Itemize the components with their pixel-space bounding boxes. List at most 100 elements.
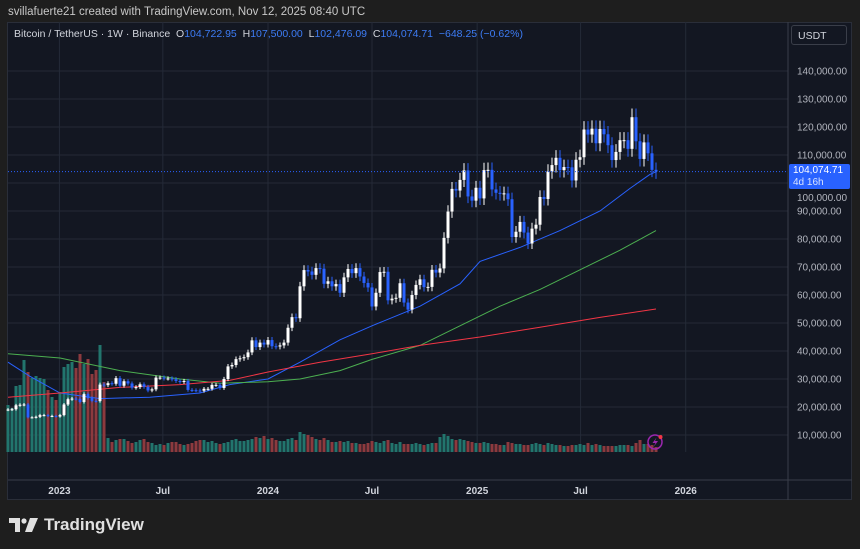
candle-body (258, 342, 262, 348)
symbol-legend[interactable]: Bitcoin / TetherUS · 1W · Binance O104,7… (14, 28, 523, 40)
volume-bar (334, 442, 338, 452)
price-tick-label: 130,000.00 (797, 95, 847, 106)
volume-bar (218, 444, 222, 452)
candle-body (274, 346, 278, 348)
candle-body (522, 221, 526, 233)
candle-body (374, 292, 378, 307)
candle-body (502, 193, 506, 195)
volume-bar (642, 444, 646, 452)
candle-body (426, 286, 430, 288)
volume-bar (166, 443, 170, 452)
volume-bar (366, 443, 370, 452)
price-tick-label: 110,000.00 (797, 151, 847, 162)
volume-bar (178, 444, 182, 452)
volume-bar (446, 436, 450, 452)
candle-body (586, 129, 590, 135)
volume-bar (258, 438, 262, 452)
volume-bar (274, 440, 278, 452)
lightning-alert-icon[interactable] (647, 434, 663, 450)
volume-bar (82, 364, 86, 452)
candle-body (654, 169, 658, 172)
candle-body (182, 380, 186, 382)
candle-body (534, 224, 538, 229)
candle-body (78, 398, 82, 402)
candle-body (142, 384, 146, 387)
volume-bar (210, 441, 214, 452)
volume-bar (14, 386, 18, 452)
price-tick-label: 140,000.00 (797, 67, 847, 78)
candle-body (434, 269, 438, 273)
price-tick-label: 120,000.00 (797, 123, 847, 134)
candle-body (286, 327, 290, 343)
open-value: 104,722.95 (184, 28, 237, 40)
volume-bar (322, 438, 326, 452)
candle-body (422, 279, 426, 288)
candle-body (226, 366, 230, 379)
candle-body (342, 277, 346, 293)
chart-frame[interactable] (7, 22, 852, 500)
volume-bar (282, 441, 286, 452)
candle-body (30, 417, 34, 419)
volume-bar (494, 444, 498, 452)
volume-bar (238, 441, 242, 452)
candle-body (238, 358, 242, 360)
volume-bar (138, 440, 142, 452)
volume-bar (370, 441, 374, 452)
time-tick-label: Jul (573, 486, 588, 497)
candle-body (278, 345, 282, 347)
volume-bar (542, 445, 546, 452)
time-axis[interactable]: 2023 Jul 2024 Jul 2025 Jul 2026 (48, 486, 697, 497)
candle-body (306, 270, 310, 272)
candle-body (246, 352, 250, 358)
volume-bar (646, 444, 650, 452)
volume-bar (134, 442, 138, 452)
volume-bar (518, 444, 522, 452)
volume-bar (50, 397, 54, 452)
candle-body (122, 381, 126, 386)
close-label: C (372, 28, 381, 40)
candle-body (642, 142, 646, 159)
candle-body (22, 404, 26, 406)
volume-bar (606, 446, 610, 452)
volume-bar (426, 444, 430, 452)
volume-bar (94, 370, 98, 452)
candle-body (402, 283, 406, 303)
volume-bar (466, 441, 470, 452)
candle-body (190, 389, 194, 391)
volume-bar (246, 440, 250, 452)
volume-bar (174, 442, 178, 452)
current-price: 104,074.71 (793, 165, 844, 176)
candle-body (594, 128, 598, 144)
volume-bar (578, 444, 582, 452)
candle-body (610, 145, 614, 161)
candle-body (618, 140, 622, 152)
volume-bar (490, 444, 494, 452)
volume-bar (206, 442, 210, 452)
candle-body (494, 189, 498, 193)
candle-body (118, 378, 122, 386)
volume-bar (306, 435, 310, 452)
volume-bar (290, 438, 294, 452)
volume-bar (462, 440, 466, 452)
volume-bar (346, 441, 350, 452)
volume-bar (626, 445, 630, 452)
volume-bar (394, 444, 398, 452)
candle-body (442, 237, 446, 269)
tradingview-logo[interactable]: TradingView (9, 515, 144, 535)
candle-body (106, 383, 110, 386)
volume-bar (502, 445, 506, 452)
volume-bar (422, 445, 426, 452)
candle-body (62, 404, 66, 416)
candle-body (338, 284, 342, 293)
price-axis[interactable]: 10,000.00 20,000.00 30,000.00 40,000.00 50,0… (797, 67, 847, 442)
volume-bar (354, 443, 358, 452)
candle-body (302, 270, 306, 287)
candle-body (478, 187, 482, 199)
volume-bar (342, 442, 346, 452)
volume-bar (330, 442, 334, 452)
candle-body (438, 268, 442, 273)
currency-button[interactable]: USDT (791, 25, 847, 45)
candle-body (230, 365, 234, 367)
candle-body (450, 188, 454, 212)
